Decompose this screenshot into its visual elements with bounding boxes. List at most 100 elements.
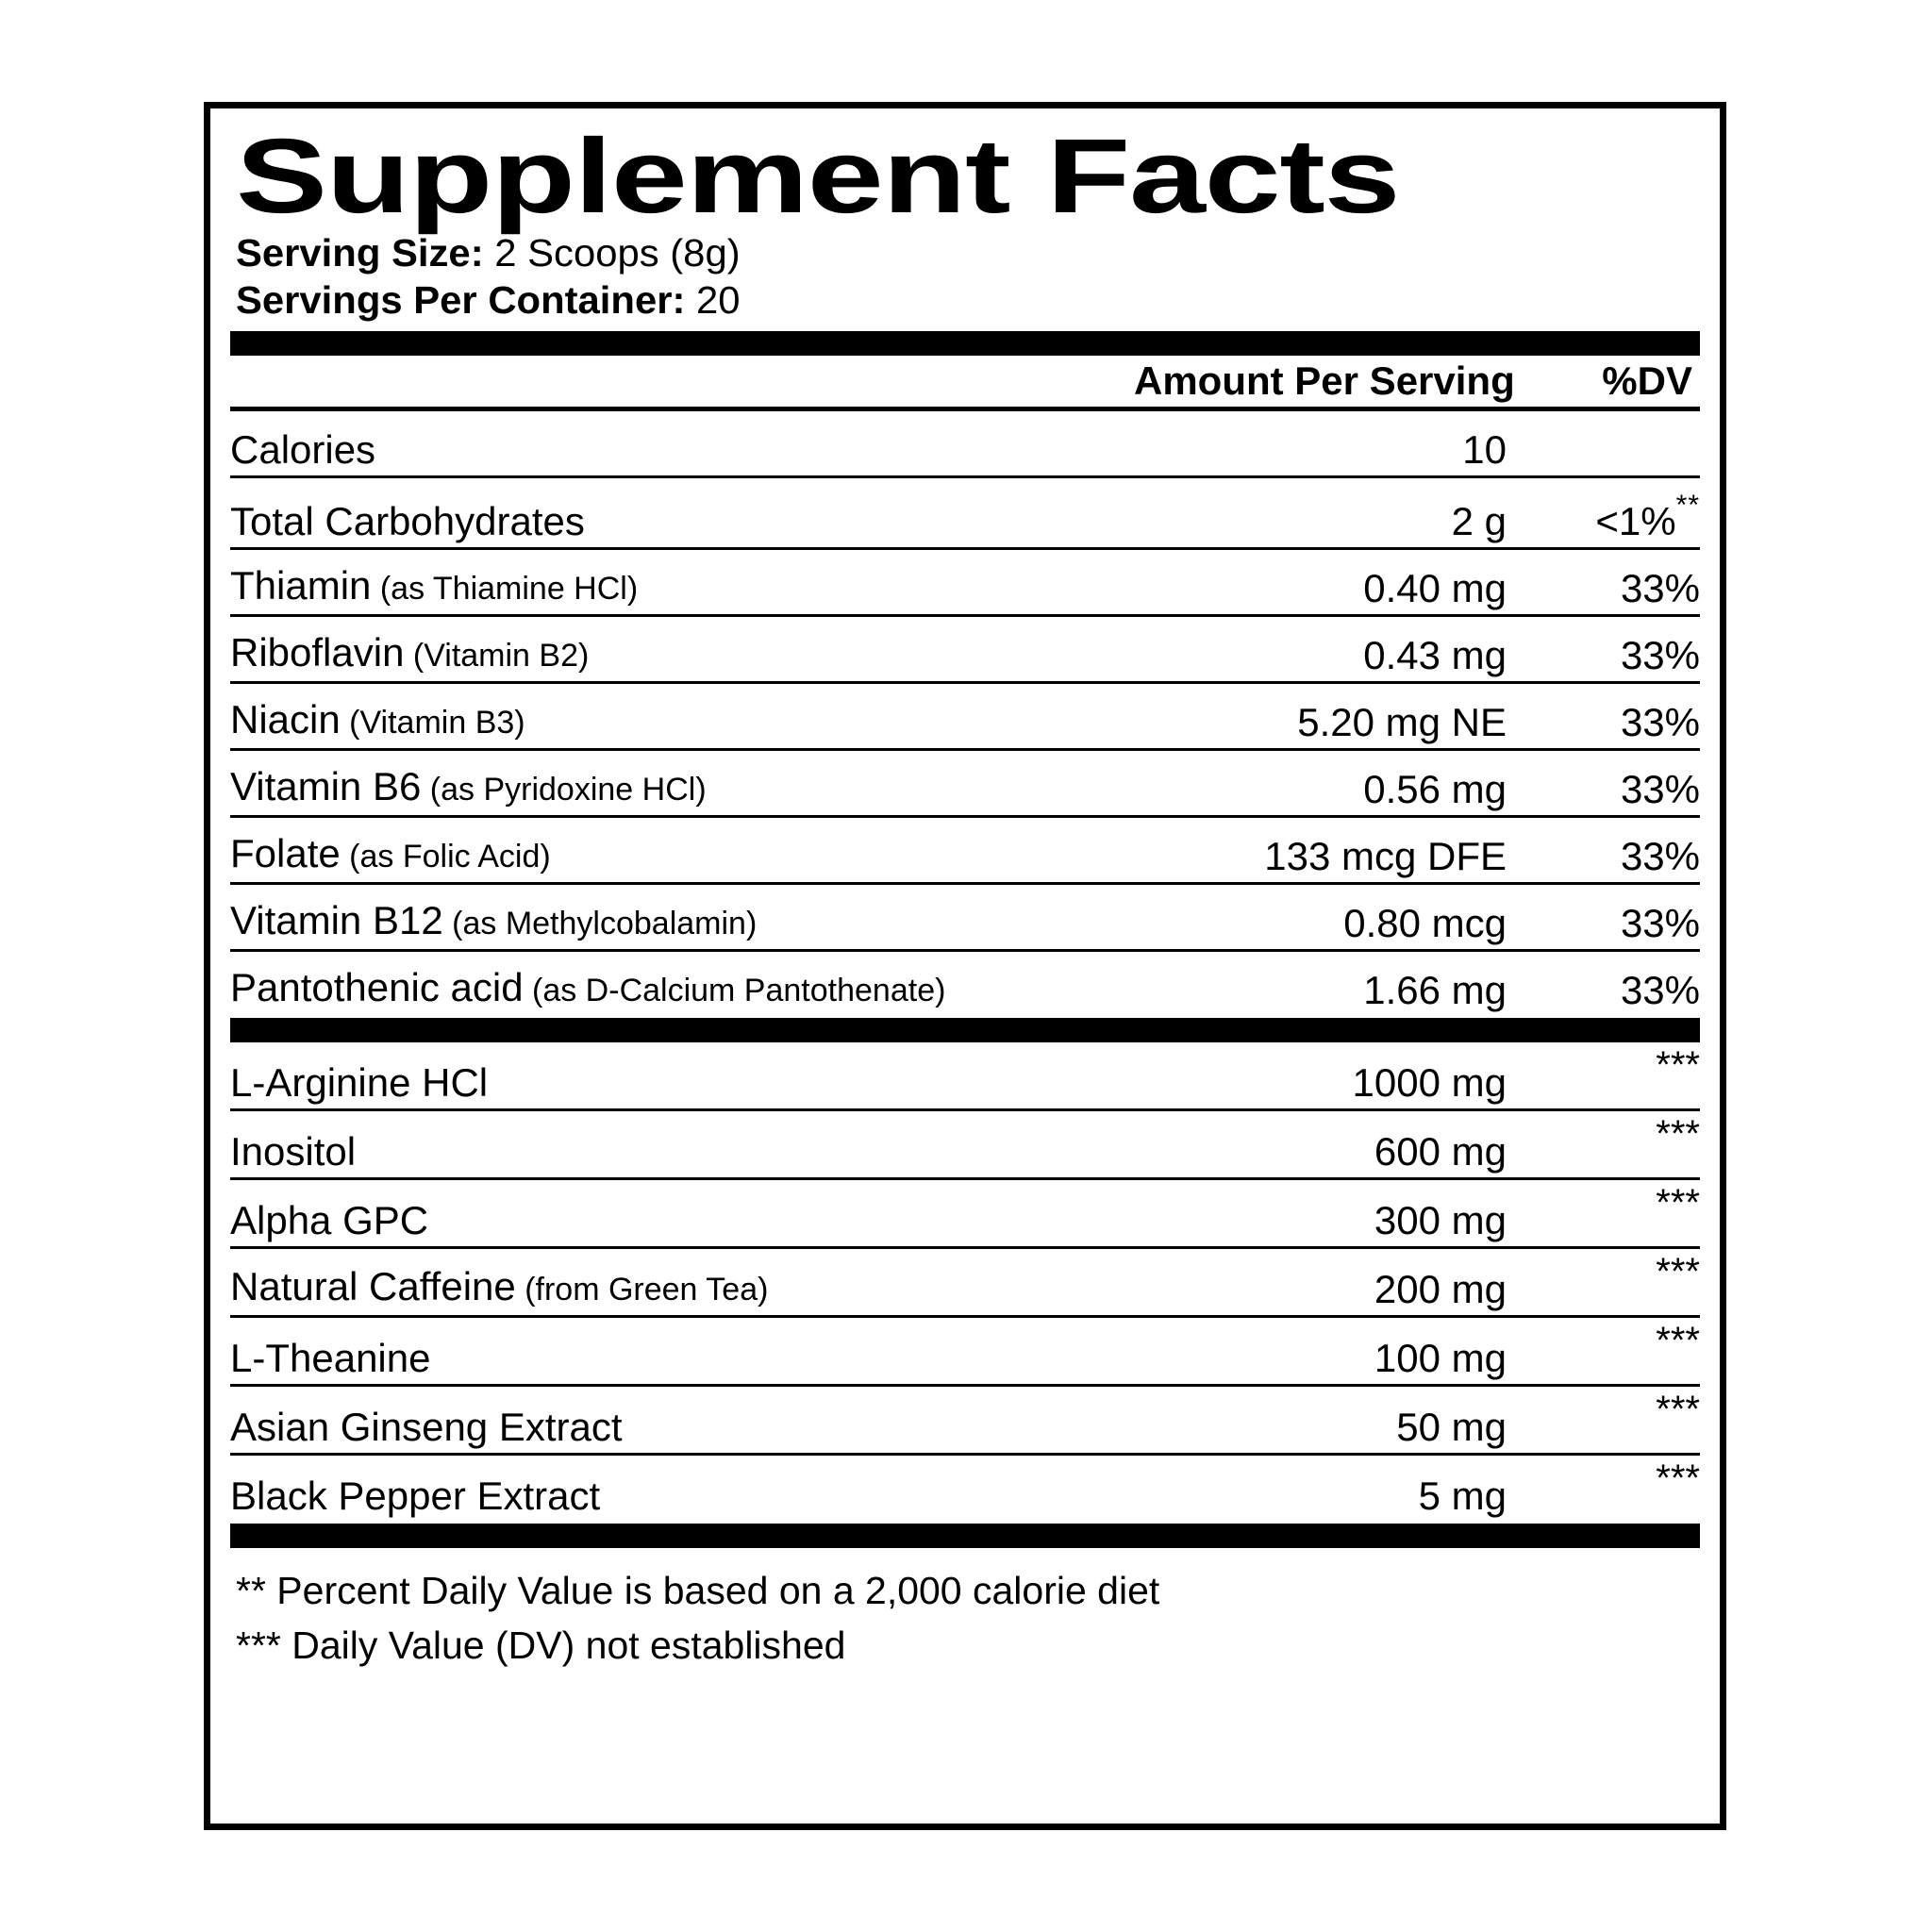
row-name-main: Black Pepper Extract	[230, 1474, 601, 1518]
row-name-main: Folate	[230, 831, 341, 875]
table-row: Calories 10	[230, 411, 1700, 477]
separator-rule-under-headers	[230, 407, 1700, 411]
table-row: Vitamin B12 (as Methylcobalamin) 0.80 mcg…	[230, 882, 1700, 951]
row-amount: 200 mg	[1134, 1246, 1507, 1317]
table-row: Niacin (Vitamin B3) 5.20 mg NE 33%	[230, 681, 1700, 750]
row-name-main: Total Carbohydrates	[230, 499, 585, 543]
row-amount: 100 mg	[1134, 1315, 1507, 1386]
row-name-main: Vitamin B12	[230, 898, 443, 942]
separator-bar-top	[230, 331, 1700, 356]
row-name: Calories	[230, 411, 1134, 477]
table-row: Inositol 600 mg ***	[230, 1108, 1700, 1179]
row-name: Niacin (Vitamin B3)	[230, 681, 1134, 750]
servings-per-container-value: 20	[696, 278, 741, 322]
row-daily-value: 33%	[1507, 748, 1700, 817]
row-daily-value: 33%	[1507, 614, 1700, 683]
row-daily-value: ***	[1507, 1108, 1700, 1179]
row-name-parenthetical: (Vitamin B2)	[404, 638, 590, 674]
row-name: L-Theanine	[230, 1315, 1134, 1386]
row-name: Asian Ginseng Extract	[230, 1384, 1134, 1455]
row-name-main: Niacin	[230, 697, 341, 741]
row-name: Vitamin B12 (as Methylcobalamin)	[230, 882, 1134, 951]
row-daily-value: ***	[1507, 1177, 1700, 1248]
table-row: Asian Ginseng Extract 50 mg ***	[230, 1384, 1700, 1455]
row-daily-value: ***	[1507, 1453, 1700, 1522]
row-name-main: Riboflavin	[230, 630, 405, 675]
row-name-main: Thiamin	[230, 563, 372, 608]
table-row: Vitamin B6 (as Pyridoxine HCl) 0.56 mg 33%	[230, 748, 1700, 817]
row-name: Black Pepper Extract	[230, 1453, 1134, 1522]
row-amount: 5.20 mg NE	[1134, 681, 1507, 750]
row-daily-value: ***	[1507, 1384, 1700, 1455]
separator-bar-bottom	[230, 1524, 1700, 1548]
row-name-main: Natural Caffeine	[230, 1264, 516, 1308]
row-name-parenthetical: (as Pyridoxine HCl)	[421, 772, 707, 808]
serving-size-line: Serving Size: 2 Scoops (8g)	[236, 229, 1729, 276]
row-name: Folate (as Folic Acid)	[230, 815, 1134, 884]
row-amount: 1000 mg	[1352, 1060, 1507, 1105]
row-amount: 10	[1462, 427, 1507, 472]
row-name: Pantothenic acid (as D-Calcium Pantothen…	[230, 949, 1134, 1016]
table-row: Folate (as Folic Acid) 133 mcg DFE 33%	[230, 815, 1700, 884]
column-header-row: Amount Per Serving %DV	[230, 356, 1700, 407]
row-amount: 0.80 mcg	[1134, 882, 1507, 951]
row-daily-value: ***	[1507, 1315, 1700, 1386]
header-table: Amount Per Serving %DV	[230, 356, 1700, 407]
table-row: Riboflavin (Vitamin B2) 0.43 mg 33%	[230, 614, 1700, 683]
footnotes: ** Percent Daily Value is based on a 2,0…	[230, 1563, 1700, 1673]
serving-size-value: 2 Scoops (8g)	[494, 231, 741, 275]
row-name-main: Pantothenic acid	[230, 965, 524, 1009]
row-name-main: L-Arginine HCl	[230, 1060, 489, 1105]
row-name: Vitamin B6 (as Pyridoxine HCl)	[230, 748, 1134, 817]
table-row: Pantothenic acid (as D-Calcium Pantothen…	[230, 949, 1700, 1016]
row-name: Inositol	[230, 1108, 1134, 1179]
row-daily-value: 33%	[1507, 882, 1700, 951]
column-header-name	[230, 356, 1134, 407]
servings-per-container-line: Servings Per Container: 20	[236, 276, 1729, 324]
table-row: Total Carbohydrates 2 g <1%**	[230, 475, 1700, 549]
footnote-dv-basis: ** Percent Daily Value is based on a 2,0…	[236, 1569, 1160, 1612]
row-name-parenthetical: (as Thiamine HCl)	[371, 571, 639, 607]
row-daily-value: 33%	[1507, 949, 1700, 1016]
footnote-marker: **	[1675, 490, 1700, 521]
row-daily-value: 33%	[1507, 815, 1700, 884]
table-row: Thiamin (as Thiamine HCl) 0.40 mg 33%	[230, 547, 1700, 616]
row-name-main: Vitamin B6	[230, 764, 422, 808]
row-daily-value: 33%	[1507, 681, 1700, 750]
row-name-parenthetical: (as Methylcobalamin)	[442, 906, 758, 941]
table-row: L-Arginine HCl 1000 mg ***	[230, 1042, 1700, 1110]
row-name-main: Asian Ginseng Extract	[230, 1405, 623, 1449]
row-daily-value: ***	[1507, 1246, 1700, 1317]
row-name-parenthetical: (from Green Tea)	[515, 1272, 769, 1307]
table-row: Alpha GPC 300 mg ***	[230, 1177, 1700, 1248]
footnote-dv-not-established: *** Daily Value (DV) not established	[236, 1624, 846, 1667]
row-name: Alpha GPC	[230, 1177, 1134, 1248]
separator-bar-middle	[230, 1018, 1700, 1042]
row-name: L-Arginine HCl	[230, 1042, 1134, 1110]
row-amount: 0.56 mg	[1134, 748, 1507, 817]
row-daily-value: <1%**	[1507, 475, 1700, 549]
row-name: Natural Caffeine (from Green Tea)	[230, 1246, 1134, 1317]
row-amount: 0.40 mg	[1134, 547, 1507, 616]
row-name-main: Alpha GPC	[230, 1198, 429, 1242]
row-amount: 0.43 mg	[1134, 614, 1507, 683]
row-amount: 50 mg	[1134, 1384, 1507, 1455]
nutrition-table: Calories 10 Total Carbohydrates 2 g <1%** Thi…	[230, 411, 1700, 1016]
row-daily-value: ***	[1656, 1044, 1700, 1086]
supplement-facts-panel: Supplement Facts Serving Size: 2 Scoops …	[204, 102, 1726, 1830]
row-name-parenthetical: (as Folic Acid)	[340, 839, 551, 874]
row-amount: 600 mg	[1134, 1108, 1507, 1179]
panel-title: Supplement Facts	[236, 117, 1401, 235]
row-daily-value	[1507, 411, 1700, 477]
column-header-amount: Amount Per Serving	[1134, 358, 1515, 403]
row-amount: 133 mcg DFE	[1134, 815, 1507, 884]
row-amount: 2 g	[1134, 475, 1507, 549]
row-amount: 1.66 mg	[1134, 949, 1507, 1016]
row-name-main: L-Theanine	[230, 1336, 431, 1380]
table-row: L-Theanine 100 mg ***	[230, 1315, 1700, 1386]
row-name: Thiamin (as Thiamine HCl)	[230, 547, 1134, 616]
row-name-parenthetical: (Vitamin B3)	[340, 705, 525, 741]
column-header-dv: %DV	[1602, 358, 1692, 403]
row-amount: 5 mg	[1134, 1453, 1507, 1522]
table-row: Black Pepper Extract 5 mg ***	[230, 1453, 1700, 1522]
